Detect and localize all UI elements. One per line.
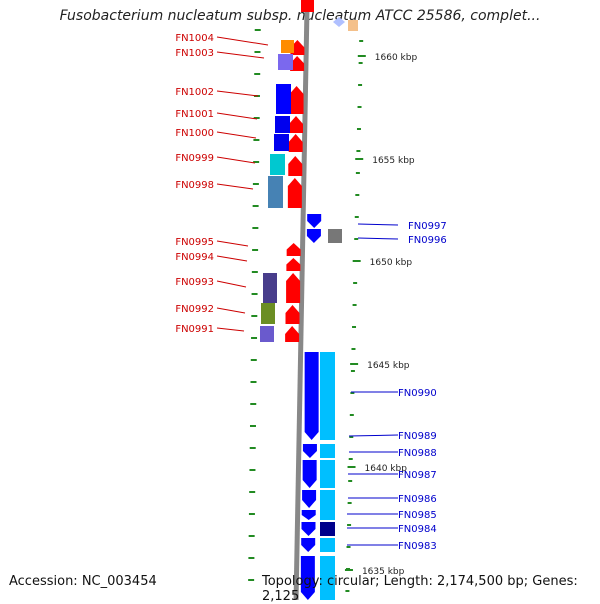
forward-gene-arrow (286, 258, 301, 271)
accession-text: Accession: NC_003454 (9, 574, 157, 589)
forward-gene-arrow (290, 56, 305, 71)
forward-gene-arrow (285, 305, 300, 324)
forward-gene-arrow (286, 243, 301, 256)
forward-gene-label: FN0993 (175, 277, 214, 288)
forward-gene-leader (216, 280, 247, 288)
forward-gene-arrow (289, 86, 304, 114)
reverse-gene-label: FN0983 (398, 541, 437, 552)
category-box-reverse (320, 490, 335, 520)
category-box-reverse (328, 229, 342, 243)
reverse-gene-arrow (304, 352, 319, 440)
forward-gene-leader (216, 183, 254, 190)
reverse-gene-label: FN0984 (398, 524, 437, 535)
gene-top-partial (301, 0, 314, 12)
reverse-gene-leader (357, 237, 399, 240)
category-box-reverse (320, 444, 335, 458)
ruler-label: 1645 kbp (367, 361, 410, 371)
ruler-label: 1640 kbp (365, 464, 408, 474)
reverse-gene-label: FN0989 (398, 431, 437, 442)
forward-gene-leader (216, 112, 258, 120)
reverse-gene-label: FN0987 (398, 470, 437, 481)
reverse-gene-arrow (301, 522, 316, 536)
category-box (276, 84, 291, 114)
forward-gene-arrow (288, 156, 303, 176)
category-box (281, 40, 294, 53)
category-box (260, 326, 274, 342)
forward-gene-label: FN1002 (175, 87, 214, 98)
forward-gene-label: FN0999 (175, 153, 214, 164)
category-box-reverse (320, 522, 335, 536)
category-box (275, 116, 290, 133)
category-box (274, 134, 289, 151)
forward-gene-leader (216, 156, 256, 164)
gene-top-orange (348, 20, 358, 31)
category-box-reverse (320, 538, 335, 552)
forward-gene-label: FN0991 (175, 324, 214, 335)
forward-gene-leader (216, 307, 246, 314)
reverse-gene-arrow (306, 229, 321, 243)
forward-gene-leader (216, 240, 249, 247)
ruler-label: 1650 kbp (370, 258, 413, 268)
reverse-gene-arrow (302, 444, 317, 458)
forward-gene-leader (216, 255, 248, 262)
reverse-gene-arrow (301, 510, 316, 520)
forward-gene-leader (216, 131, 257, 139)
forward-gene-label: FN0994 (175, 252, 214, 263)
reverse-gene-label: FN0996 (408, 235, 447, 246)
reverse-gene-label: FN0997 (408, 221, 447, 232)
forward-gene-leader (216, 90, 259, 97)
dna-backbone (293, 0, 310, 600)
reverse-gene-arrow (301, 538, 316, 552)
forward-gene-arrow (285, 326, 300, 342)
forward-gene-arrow (288, 134, 303, 152)
category-box (261, 303, 275, 324)
category-box (278, 54, 293, 70)
forward-gene-label: FN1004 (175, 33, 214, 44)
forward-gene-label: FN1001 (175, 109, 214, 120)
forward-gene-label: FN1003 (175, 48, 214, 59)
category-box-reverse (320, 352, 335, 440)
reverse-gene-arrow (307, 214, 322, 228)
reverse-gene-leader (348, 434, 399, 437)
ruler-label: 1660 kbp (375, 53, 418, 63)
reverse-gene-label: FN0988 (398, 448, 437, 459)
reverse-gene-arrow (302, 460, 317, 488)
forward-gene-leader (216, 36, 269, 46)
forward-gene-arrow (286, 273, 301, 303)
map-title: Fusobacterium nucleatum subsp. nucleatum… (59, 8, 541, 24)
forward-gene-arrow (289, 116, 304, 133)
forward-gene-label: FN0992 (175, 304, 214, 315)
ruler-label: 1635 kbp (362, 567, 405, 577)
reverse-gene-leader (357, 223, 399, 226)
category-box-reverse (320, 556, 335, 600)
reverse-gene-label: FN0985 (398, 510, 437, 521)
forward-gene-label: FN0995 (175, 237, 214, 248)
category-box-reverse (320, 460, 335, 488)
category-box (268, 176, 283, 208)
category-box (270, 154, 285, 175)
forward-gene-label: FN1000 (175, 128, 214, 139)
reverse-gene-label: FN0986 (398, 494, 437, 505)
ruler-label: 1655 kbp (372, 156, 415, 166)
forward-gene-label: FN0998 (175, 180, 214, 191)
category-box (263, 273, 277, 303)
forward-gene-arrow (287, 178, 302, 208)
reverse-gene-arrow (300, 556, 315, 600)
marker-top (333, 17, 345, 27)
forward-gene-leader (216, 327, 245, 332)
reverse-gene-arrow (302, 490, 317, 508)
reverse-gene-label: FN0990 (398, 388, 437, 399)
forward-gene-leader (216, 51, 265, 59)
